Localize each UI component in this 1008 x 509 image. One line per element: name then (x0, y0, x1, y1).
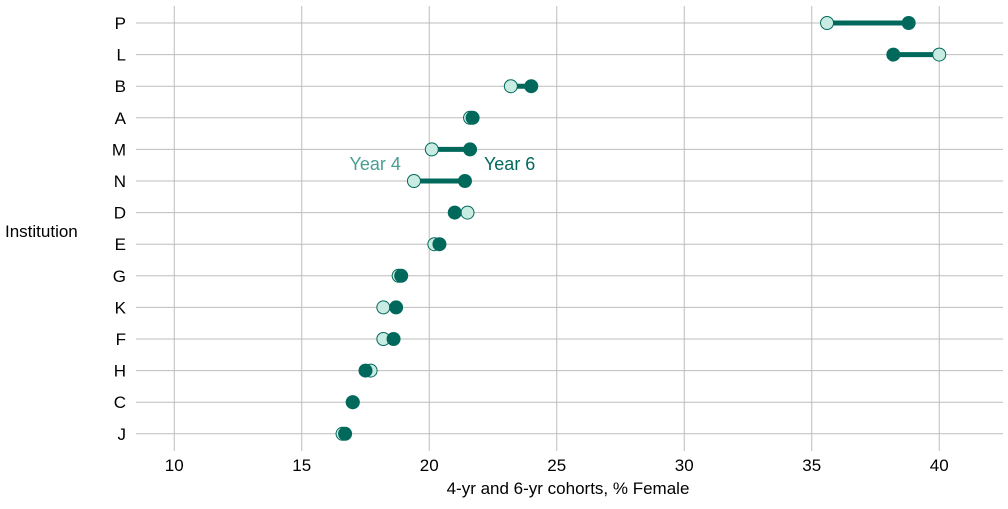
point-year-4 (503, 79, 518, 94)
y-tick-label: C (114, 393, 126, 412)
y-tick-label: M (112, 140, 126, 159)
x-tick-label: 20 (420, 456, 439, 475)
point-year-4 (460, 205, 475, 220)
point-year-6 (524, 79, 539, 94)
annotation-year-4: Year 4 (350, 154, 401, 174)
y-tick-label: D (114, 204, 126, 223)
x-tick-label: 10 (165, 456, 184, 475)
point-year-4 (376, 300, 391, 315)
y-tick-label: A (115, 109, 127, 128)
x-tick-label: 40 (930, 456, 949, 475)
y-axis-title: Institution (5, 222, 78, 241)
y-tick-label: B (115, 77, 126, 96)
x-axis-title: 4-yr and 6-yr cohorts, % Female (447, 479, 690, 498)
y-tick-label: E (115, 235, 126, 254)
point-year-6 (447, 205, 462, 220)
x-tick-label: 15 (292, 456, 311, 475)
point-year-6 (389, 300, 404, 315)
point-year-6 (465, 110, 480, 125)
y-tick-label: K (115, 298, 127, 317)
point-year-6 (394, 268, 409, 283)
point-year-6 (345, 395, 360, 410)
point-year-4 (406, 174, 421, 188)
point-year-4 (424, 142, 439, 157)
point-year-6 (358, 363, 373, 378)
point-year-6 (886, 47, 901, 62)
dumbbell-layer (335, 16, 947, 441)
grid-layer (136, 6, 1003, 451)
y-tick-label: P (115, 14, 126, 33)
y-tick-label: L (117, 46, 126, 65)
point-year-6 (338, 426, 353, 441)
point-year-4 (932, 47, 947, 62)
point-year-6 (386, 332, 401, 346)
y-tick-label: N (114, 172, 126, 191)
y-tick-label: F (116, 330, 126, 349)
y-tick-label: H (114, 362, 126, 381)
point-year-6 (432, 237, 447, 252)
point-year-6 (463, 142, 478, 157)
y-tick-label: G (113, 267, 126, 286)
point-year-6 (457, 174, 472, 188)
y-tick-label: J (118, 425, 127, 444)
annotation-year-6: Year 6 (484, 154, 535, 174)
x-tick-label: 35 (802, 456, 821, 475)
x-tick-label: 30 (675, 456, 694, 475)
point-year-4 (820, 16, 835, 30)
point-year-6 (901, 16, 916, 30)
x-tick-label: 25 (547, 456, 566, 475)
